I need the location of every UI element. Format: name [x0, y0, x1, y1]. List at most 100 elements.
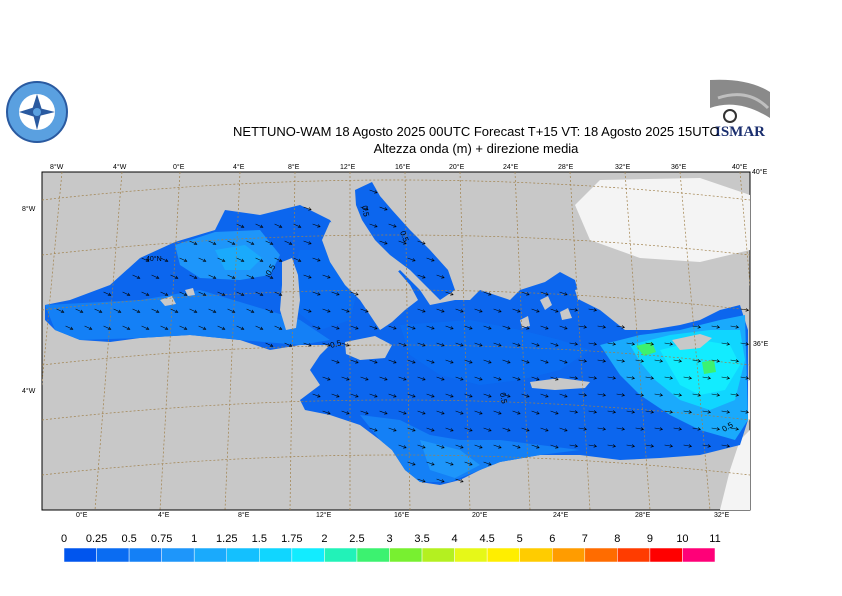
direction-arrow	[398, 240, 407, 245]
direction-arrow	[502, 359, 511, 364]
direction-arrow	[122, 291, 131, 296]
direction-arrow	[702, 410, 712, 414]
direction-arrow	[512, 444, 521, 449]
graticule	[42, 172, 750, 510]
tick-label: 24°E	[503, 163, 519, 171]
direction-arrow	[559, 291, 568, 296]
direction-arrow	[369, 427, 378, 432]
direction-arrow	[493, 342, 502, 347]
direction-arrow	[179, 257, 188, 262]
direction-arrow	[559, 427, 568, 432]
direction-arrow	[417, 410, 426, 415]
direction-arrow	[369, 223, 378, 228]
legend-label: 0.25	[85, 533, 108, 545]
direction-arrow	[502, 325, 511, 330]
direction-arrow	[208, 240, 217, 245]
direction-arrow	[388, 359, 397, 364]
direction-arrow	[474, 444, 483, 449]
direction-arrow	[616, 427, 626, 431]
direction-arrow	[521, 359, 530, 364]
direction-arrow	[664, 444, 674, 448]
direction-arrow	[350, 291, 359, 296]
direction-arrow	[331, 291, 340, 296]
direction-arrow	[417, 444, 426, 449]
direction-arrow	[141, 325, 150, 330]
direction-arrow	[626, 410, 636, 414]
direction-arrow	[540, 427, 549, 432]
direction-arrow	[426, 427, 435, 432]
direction-arrow	[198, 257, 207, 262]
legend-swatch	[259, 547, 293, 563]
contour-label: 0.5	[360, 205, 371, 218]
direction-arrow	[141, 291, 150, 296]
tick-label: 4°W	[113, 163, 127, 171]
direction-arrow	[645, 410, 655, 414]
direction-arrow	[417, 308, 426, 313]
direction-arrow	[531, 376, 540, 381]
legend-label: 0	[60, 533, 68, 545]
direction-arrow	[445, 325, 454, 330]
direction-arrow	[740, 308, 750, 312]
wave-direction-arrows	[56, 189, 750, 483]
direction-arrow	[550, 308, 559, 313]
tick-label: 24°E	[553, 511, 569, 519]
legend-label: 4	[451, 533, 458, 545]
direction-arrow	[303, 274, 312, 279]
direction-arrow	[322, 274, 331, 279]
legend-swatch	[584, 547, 618, 563]
direction-arrow	[559, 393, 568, 398]
direction-arrow	[483, 359, 492, 364]
direction-arrow	[445, 291, 454, 296]
direction-arrow	[578, 359, 588, 363]
direction-arrow	[388, 325, 397, 330]
sea-adriatic	[355, 182, 455, 300]
direction-arrow	[227, 274, 236, 279]
direction-arrow	[645, 342, 655, 346]
direction-arrow	[160, 291, 169, 296]
legend-swatch	[682, 547, 716, 563]
direction-arrow	[683, 444, 693, 448]
direction-arrow	[455, 376, 464, 381]
tick-label: 8°E	[288, 163, 300, 171]
direction-arrow	[274, 223, 283, 228]
direction-arrow	[398, 342, 407, 347]
direction-arrow	[474, 308, 483, 313]
legend-swatch	[454, 547, 488, 563]
direction-arrow	[645, 376, 655, 380]
direction-arrow	[578, 427, 588, 431]
direction-arrow	[436, 376, 445, 381]
direction-arrow	[189, 308, 198, 313]
direction-arrow	[360, 308, 369, 313]
direction-arrow	[265, 240, 274, 245]
direction-arrow	[493, 410, 502, 415]
direction-arrow	[588, 308, 598, 312]
direction-arrow	[341, 308, 350, 313]
legend-label: 1.75	[281, 533, 303, 545]
direction-arrow	[284, 342, 293, 347]
direction-arrow	[607, 444, 617, 448]
direction-arrow	[654, 393, 664, 397]
direction-arrow	[236, 257, 245, 262]
direction-arrow	[426, 461, 435, 466]
direction-arrow	[607, 342, 617, 346]
legend-label: 3	[386, 533, 393, 545]
direction-arrow	[360, 376, 369, 381]
direction-arrow	[208, 308, 217, 313]
legend-swatch	[649, 547, 683, 563]
top-axis-ticks: 8°W 4°W 0°E 4°E 8°E 12°E 16°E 20°E 24°E …	[50, 163, 748, 171]
legend-swatch	[552, 547, 586, 563]
direction-arrow	[493, 376, 502, 381]
direction-arrow	[246, 240, 255, 245]
direction-arrow	[303, 240, 312, 245]
direction-arrow	[445, 393, 454, 398]
direction-arrow	[721, 376, 731, 380]
legend-label: 8	[614, 533, 621, 545]
direction-arrow	[474, 342, 483, 347]
direction-arrow	[151, 274, 160, 279]
legend-swatch	[161, 547, 195, 563]
direction-arrow	[474, 410, 483, 415]
direction-arrow	[531, 308, 540, 313]
direction-arrow	[388, 393, 397, 398]
direction-arrow	[170, 308, 179, 313]
